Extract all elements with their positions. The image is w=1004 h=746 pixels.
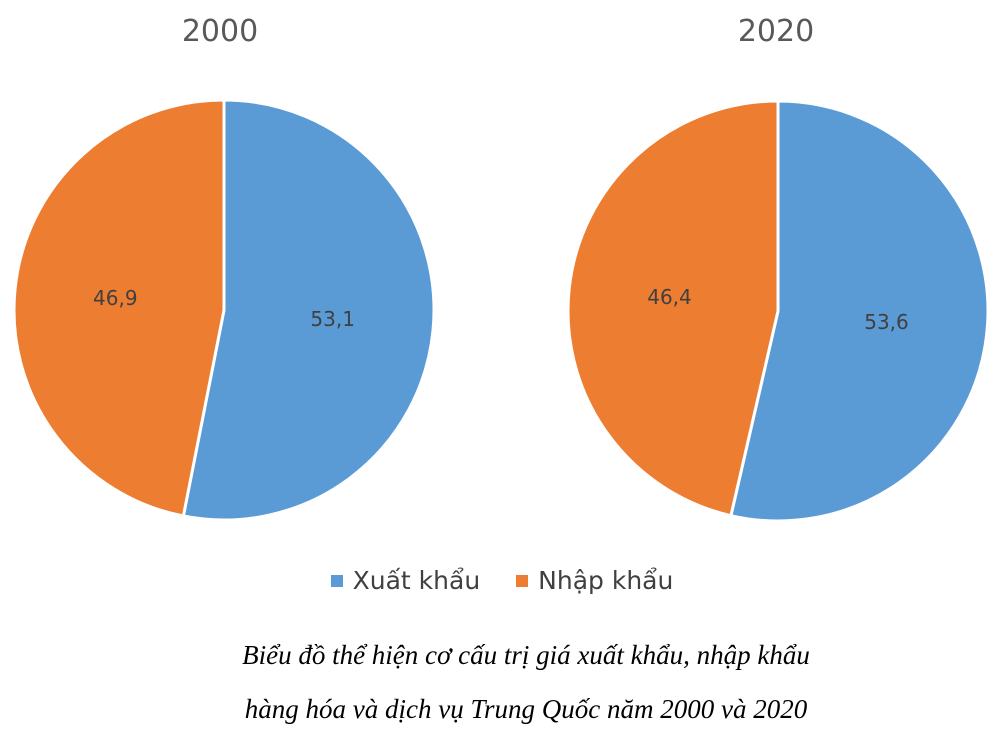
- legend: Xuất khẩu Nhập khẩu: [0, 566, 1004, 595]
- legend-swatch-export: [330, 574, 343, 587]
- pie-slice-2000-export: [181, 98, 436, 522]
- pie-slice-2020-export: [729, 99, 990, 523]
- data-label-2000-import: 46,9: [93, 286, 138, 310]
- chart-title-2000: 2000: [181, 14, 259, 49]
- legend-label-import: Nhập khẩu: [538, 566, 674, 595]
- caption-line-1: Biểu đồ thể hiện cơ cấu trị giá xuất khẩ…: [242, 640, 810, 670]
- chart-title-2020: 2020: [737, 14, 815, 49]
- legend-item-export: Xuất khẩu: [330, 566, 481, 595]
- pie-slice-2000-import: [12, 98, 226, 518]
- pie-charts: 53,1 46,9 53,6 46,4: [12, 98, 990, 523]
- legend-item-import: Nhập khẩu: [516, 566, 673, 595]
- caption-line-2: hàng hóa và dịch vụ Trung Quốc năm 2000 …: [244, 694, 808, 724]
- pie-slice-2020-import: [566, 99, 780, 518]
- legend-label-export: Xuất khẩu: [352, 566, 481, 595]
- data-label-2000-export: 53,1: [310, 307, 355, 331]
- data-label-2020-import: 46,4: [647, 285, 692, 309]
- data-label-2020-export: 53,6: [864, 310, 909, 334]
- legend-swatch-import: [516, 574, 529, 587]
